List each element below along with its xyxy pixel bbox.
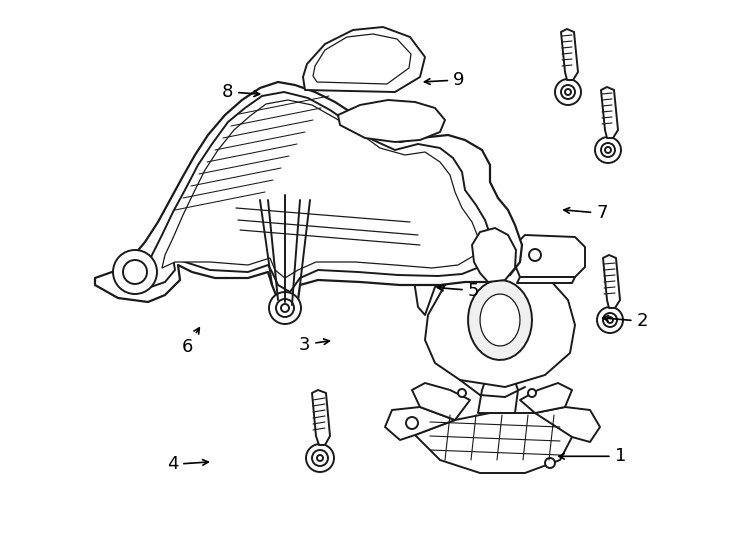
Circle shape xyxy=(597,307,623,333)
Circle shape xyxy=(565,89,571,95)
Polygon shape xyxy=(312,390,330,445)
Polygon shape xyxy=(515,235,585,277)
Circle shape xyxy=(545,458,555,468)
Polygon shape xyxy=(303,27,425,92)
Circle shape xyxy=(601,143,615,157)
Circle shape xyxy=(605,147,611,153)
Circle shape xyxy=(561,85,575,99)
Polygon shape xyxy=(415,413,572,473)
Polygon shape xyxy=(313,34,411,84)
Circle shape xyxy=(607,317,613,323)
Polygon shape xyxy=(95,82,522,305)
Polygon shape xyxy=(468,280,532,360)
Circle shape xyxy=(276,299,294,317)
Circle shape xyxy=(269,292,301,324)
Circle shape xyxy=(113,250,157,294)
Text: 4: 4 xyxy=(167,455,208,474)
Polygon shape xyxy=(482,357,518,373)
Circle shape xyxy=(123,260,147,284)
Polygon shape xyxy=(412,257,452,315)
Circle shape xyxy=(306,444,334,472)
Polygon shape xyxy=(603,255,620,308)
Polygon shape xyxy=(145,92,492,292)
Polygon shape xyxy=(338,100,445,142)
Circle shape xyxy=(281,304,289,312)
Polygon shape xyxy=(500,250,558,280)
Text: 8: 8 xyxy=(222,83,260,101)
Polygon shape xyxy=(425,263,575,387)
Text: 9: 9 xyxy=(424,71,465,89)
Polygon shape xyxy=(385,407,455,440)
Circle shape xyxy=(528,389,536,397)
Circle shape xyxy=(317,455,323,461)
Circle shape xyxy=(458,389,466,397)
Circle shape xyxy=(595,137,621,163)
Circle shape xyxy=(555,79,581,105)
Circle shape xyxy=(603,313,617,327)
Polygon shape xyxy=(520,383,572,413)
Polygon shape xyxy=(478,365,518,413)
Circle shape xyxy=(312,450,328,466)
Circle shape xyxy=(529,249,541,261)
Text: 2: 2 xyxy=(603,312,648,330)
Polygon shape xyxy=(517,277,575,283)
Polygon shape xyxy=(412,383,470,420)
Polygon shape xyxy=(480,294,520,346)
Circle shape xyxy=(406,417,418,429)
Polygon shape xyxy=(601,87,618,138)
Polygon shape xyxy=(535,407,600,442)
Polygon shape xyxy=(472,228,516,282)
Text: 6: 6 xyxy=(181,328,200,356)
Text: 1: 1 xyxy=(559,447,626,465)
Polygon shape xyxy=(561,29,578,80)
Text: 7: 7 xyxy=(564,204,608,222)
Text: 5: 5 xyxy=(437,281,479,300)
Text: 3: 3 xyxy=(299,335,330,354)
Polygon shape xyxy=(162,100,480,278)
